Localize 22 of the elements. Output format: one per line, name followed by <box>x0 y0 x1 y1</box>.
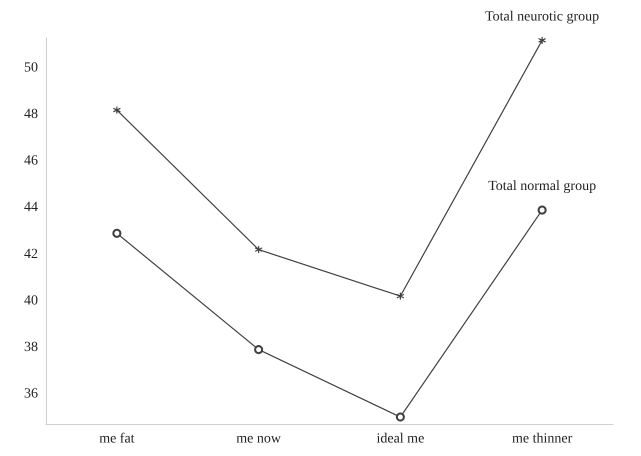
series-label: Total neurotic group <box>485 10 600 25</box>
x-tick-label: me now <box>236 432 282 446</box>
point <box>396 292 404 300</box>
y-tick-label: 38 <box>24 340 38 355</box>
y-tick-label: 36 <box>24 386 38 402</box>
y-tick-label: 42 <box>24 246 38 262</box>
point <box>396 412 405 422</box>
y-tick-label: 48 <box>24 107 38 122</box>
x-tick-label: me thinner <box>512 432 573 446</box>
x-tick-label: me fat <box>99 432 135 446</box>
y-tick-label: 50 <box>24 60 38 76</box>
point <box>254 246 263 254</box>
y-tick-label: 46 <box>24 154 38 169</box>
point <box>254 345 264 354</box>
point <box>112 228 122 238</box>
x-tick-label: ideal me <box>376 432 424 446</box>
series-label: Total normal group <box>488 179 596 194</box>
y-tick-label: 40 <box>24 293 38 308</box>
point <box>112 106 121 114</box>
y-tick-label: 44 <box>24 200 38 216</box>
point <box>538 206 547 215</box>
point <box>538 36 546 44</box>
